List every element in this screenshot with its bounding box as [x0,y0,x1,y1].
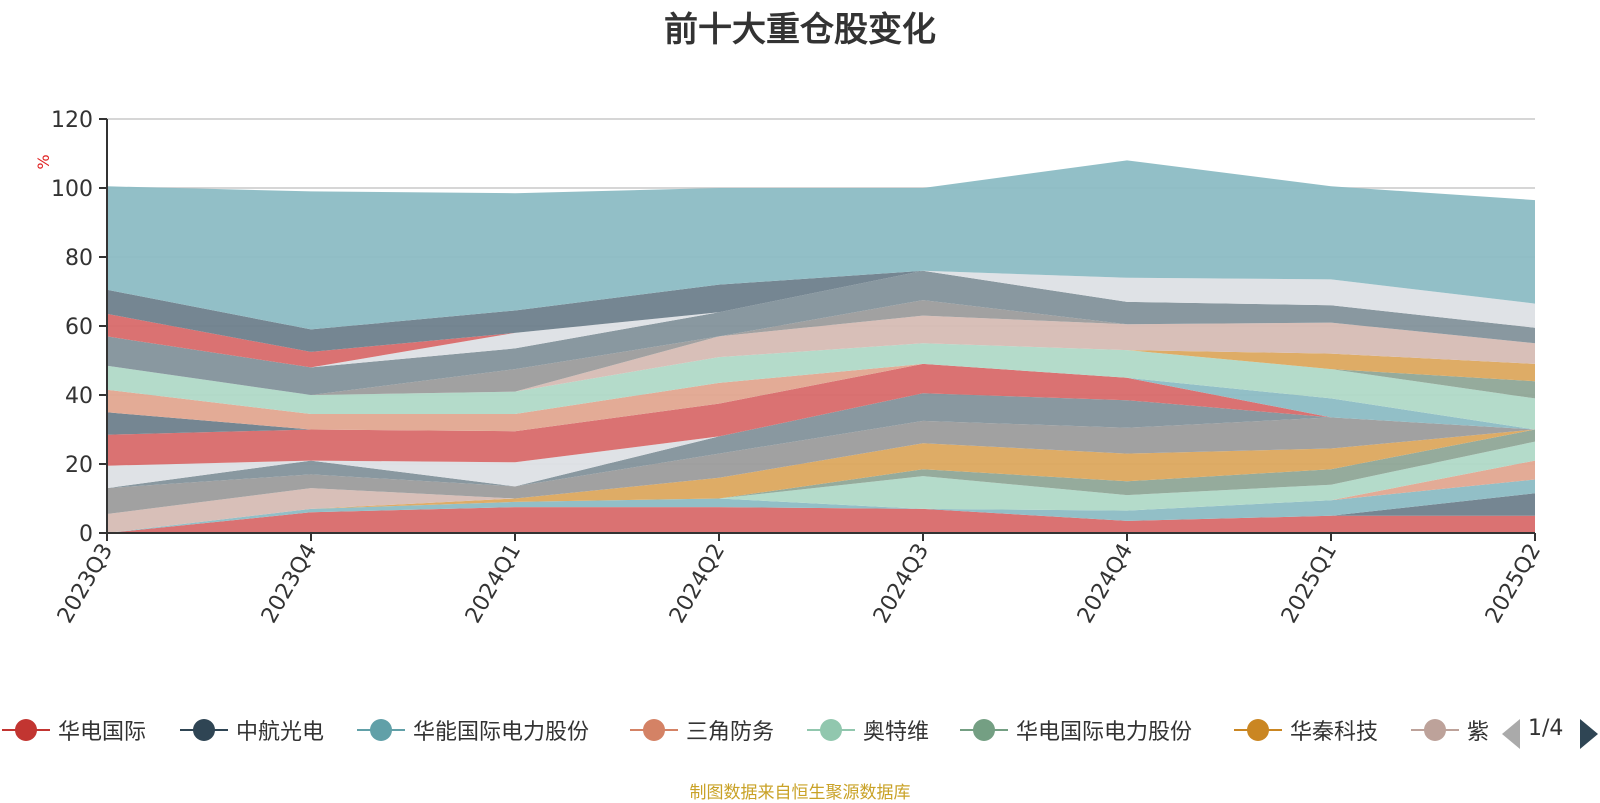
legend-marker-icon [958,710,1010,750]
legend-item[interactable]: 三角防务 [628,710,774,750]
y-tick-label: 60 [65,315,93,340]
legend-item[interactable]: 中航光电 [178,710,324,750]
legend-label: 奥特维 [863,720,930,745]
area-series-band [107,393,1535,489]
legend-marker-icon [628,710,680,750]
area-series-band [107,429,1535,533]
area-series-band [107,315,1535,395]
y-axis-label: % [34,154,53,169]
x-tick-label: 2023Q4 [257,540,322,628]
legend-next-page-button[interactable] [1580,719,1598,749]
area-series-band [107,270,1535,395]
legend-label: 华能国际电力股份 [413,720,590,745]
y-tick-label: 0 [79,522,93,547]
area-series-band [107,393,1535,489]
legend-marker-icon [178,710,230,750]
legend-page-indicator: 1/4 [1528,716,1564,741]
y-tick-label: 80 [65,246,93,271]
legend-label: 华电国际电力股份 [1016,720,1193,745]
legend-marker-icon [355,710,407,750]
legend-label: 三角防务 [686,720,775,745]
area-series-band [107,270,1535,368]
area-series-band [107,343,1535,430]
area-series-band [107,300,1535,395]
y-tick-label: 20 [65,453,93,478]
area-series-band [107,363,1535,435]
x-tick-label: 2025Q2 [1481,540,1546,628]
area-series-band [107,270,1535,352]
chart-title: 前十大重仓股变化 [664,10,936,50]
x-tick-label: 2024Q4 [1073,540,1138,628]
x-tick-label: 2023Q3 [53,540,118,628]
area-series-band [107,363,1535,432]
legend-item[interactable]: 华电国际电力股份 [958,710,1192,750]
area-series-band [107,363,1535,430]
legend-item[interactable]: 奥特维 [805,710,929,750]
legend-label: 华秦科技 [1290,720,1379,745]
x-tick-label: 2024Q2 [665,540,730,628]
legend-marker-icon [805,710,857,750]
legend-label: 华电国际 [58,720,147,745]
x-tick-label: 2024Q3 [869,540,934,628]
legend-label: 紫 [1467,720,1490,745]
legend-prev-page-button[interactable] [1502,719,1520,749]
legend-marker-icon [1232,710,1284,750]
x-tick-label: 2024Q1 [461,540,526,628]
area-series-band [107,160,1535,330]
area-series-band [107,479,1535,533]
legend: 华电国际 中航光电 华能国际电力股份 三角防务 奥特维 华电国际电力股份 华秦科技 紫 [0,710,1500,750]
legend-label: 中航光电 [236,720,325,745]
area-series [107,160,1535,533]
area-series-band [107,429,1535,533]
x-tick-label: 2025Q1 [1277,540,1342,628]
legend-item[interactable]: 华秦科技 [1232,710,1378,750]
area-series-band [107,363,1535,466]
y-tick-label: 120 [51,108,93,133]
legend-marker-icon [1409,710,1461,750]
legend-item[interactable]: 华电国际 [0,710,146,750]
legend-item[interactable]: 华能国际电力股份 [355,710,589,750]
legend-marker-icon [0,710,52,750]
area-series-band [107,417,1535,514]
y-tick-label: 100 [51,177,93,202]
legend-item[interactable]: 紫 [1409,710,1489,750]
area-series-band [107,270,1535,368]
source-note: 制图数据来自恒生聚源数据库 [689,783,911,803]
y-tick-label: 40 [65,384,93,409]
area-series-band [107,507,1535,533]
